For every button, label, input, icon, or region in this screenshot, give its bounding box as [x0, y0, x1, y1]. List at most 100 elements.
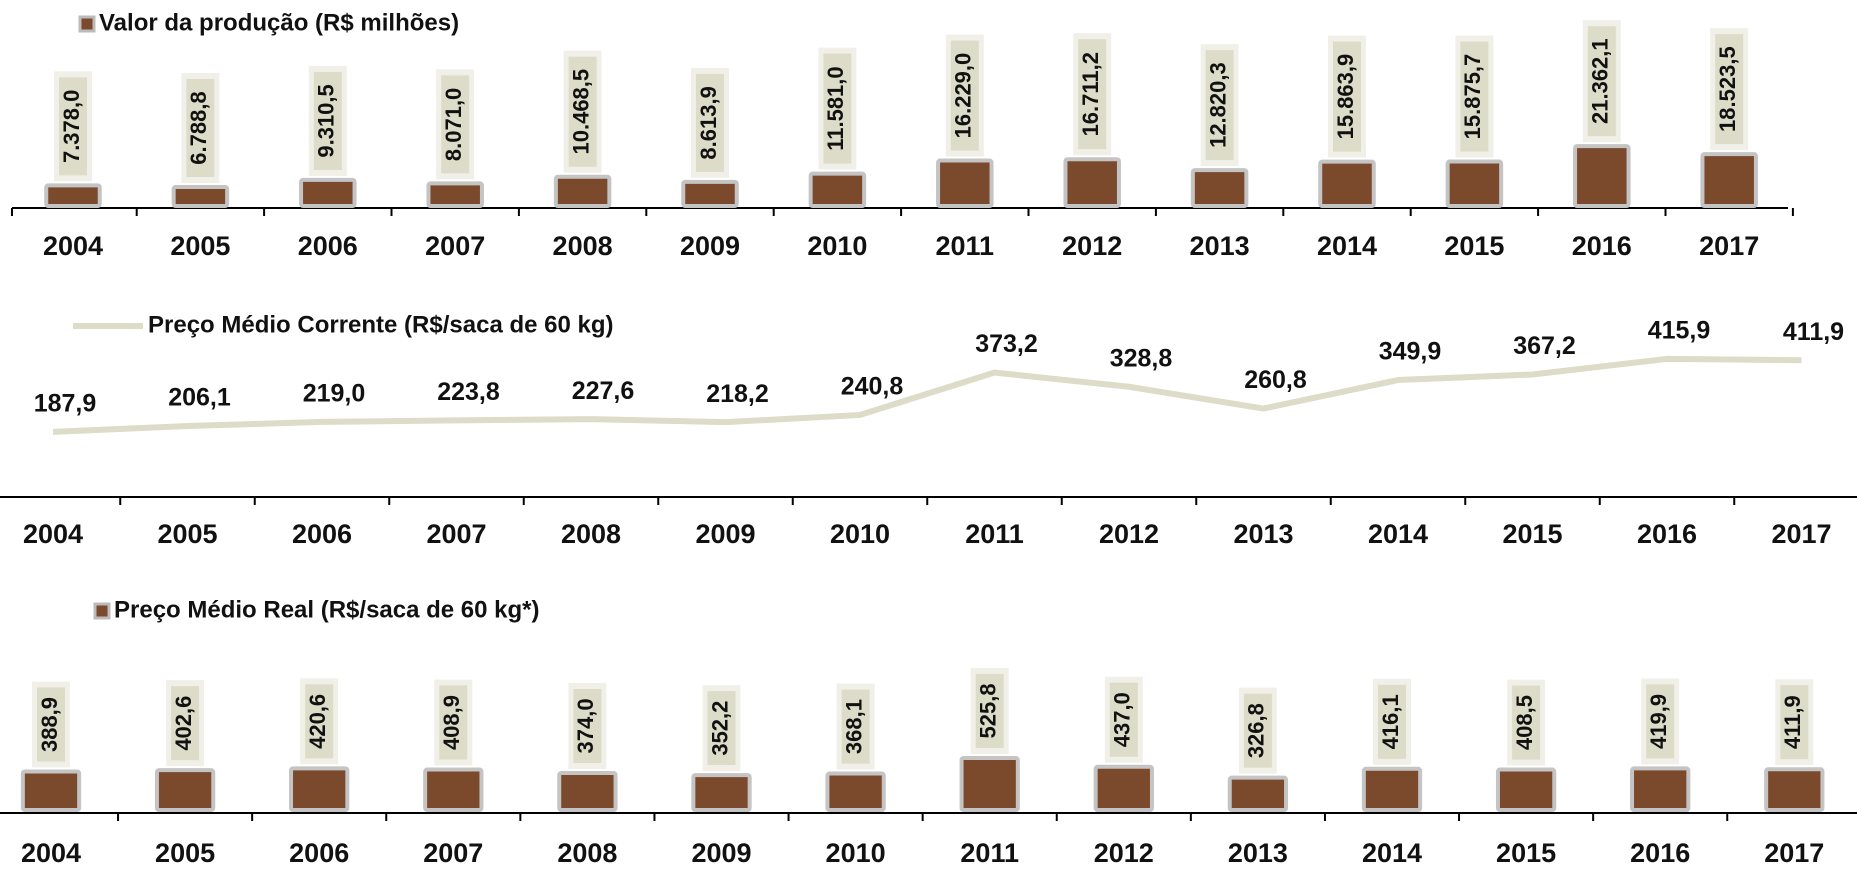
- x-tick-label: 2013: [1190, 231, 1250, 261]
- data-label: 8.613,9: [696, 86, 721, 159]
- data-label: 415,9: [1648, 317, 1711, 345]
- label-box: [171, 686, 200, 761]
- bar: [154, 768, 216, 812]
- x-tick-label: 2008: [561, 519, 621, 549]
- x-tick-label: 2011: [960, 838, 1019, 868]
- x-tick-label: 2014: [1362, 838, 1422, 868]
- data-label: 367,2: [1513, 332, 1576, 360]
- data-label: 402,6: [171, 696, 196, 751]
- bar: [20, 769, 82, 812]
- legend-marker: [78, 15, 96, 33]
- data-label: 240,8: [841, 373, 904, 401]
- label-box: [59, 77, 87, 176]
- x-tick-label: 2005: [170, 231, 230, 261]
- bar: [1190, 168, 1249, 209]
- x-tick-label: 2006: [292, 519, 352, 549]
- bar: [959, 755, 1020, 812]
- data-label: 260,8: [1244, 366, 1307, 394]
- bar: [1093, 764, 1154, 812]
- x-tick-label: 2012: [1062, 231, 1122, 261]
- x-tick-label: 2015: [1444, 231, 1504, 261]
- data-label: 223,8: [437, 378, 500, 406]
- x-tick-label: 2017: [1699, 231, 1759, 261]
- data-label: 187,9: [34, 389, 97, 417]
- bar: [423, 767, 484, 813]
- label-box: [439, 685, 468, 760]
- label-box: [186, 78, 215, 177]
- bar: [1318, 159, 1376, 209]
- label-box: [313, 71, 342, 170]
- label-box: [1205, 50, 1234, 161]
- bar: [171, 184, 230, 209]
- x-tick-label: 2010: [807, 231, 867, 261]
- x-tick-label: 2012: [1099, 519, 1159, 549]
- x-tick-label: 2009: [695, 519, 755, 549]
- label-box: [1243, 693, 1272, 768]
- label-box: [441, 75, 470, 174]
- label-box: [573, 688, 602, 763]
- data-label: 437,0: [1110, 692, 1135, 747]
- data-label: 219,0: [303, 380, 366, 408]
- bar: [289, 766, 350, 812]
- label-box: [823, 53, 852, 164]
- x-tick-label: 2007: [423, 838, 483, 868]
- bar: [557, 770, 618, 812]
- x-tick-label: 2005: [157, 519, 217, 549]
- label-box: [305, 684, 334, 759]
- x-tick-label: 2008: [557, 838, 617, 868]
- bar: [808, 171, 867, 208]
- bar: [44, 183, 102, 208]
- legend-marker: [93, 602, 111, 620]
- data-label: 328,8: [1110, 344, 1173, 372]
- bar: [553, 174, 612, 209]
- label-box: [696, 73, 724, 172]
- bar: [426, 181, 484, 208]
- data-label: 206,1: [168, 384, 231, 412]
- x-tick-label: 2009: [680, 231, 740, 261]
- label-box: [1333, 41, 1361, 152]
- data-label: 326,8: [1244, 703, 1269, 758]
- data-label: 12.820,3: [1205, 62, 1230, 148]
- data-label: 368,1: [841, 699, 866, 754]
- data-label: 349,9: [1379, 338, 1442, 366]
- bar: [1573, 144, 1631, 209]
- x-tick-label: 2016: [1630, 838, 1690, 868]
- label-box: [1109, 682, 1138, 757]
- label-box: [568, 56, 597, 167]
- x-tick-label: 2011: [965, 519, 1024, 549]
- bar: [1764, 767, 1825, 813]
- data-label: 408,5: [1512, 695, 1537, 750]
- label-box: [841, 689, 870, 764]
- data-label: 16.229,0: [951, 53, 976, 139]
- legend-label: Preço Médio Corrente (R$/saca de 60 kg): [148, 311, 614, 338]
- bar: [825, 771, 886, 813]
- label-box: [1078, 39, 1107, 150]
- x-tick-label: 2008: [553, 231, 613, 261]
- data-label: 388,9: [37, 697, 62, 752]
- line: [52, 355, 1802, 435]
- x-tick-label: 2013: [1233, 519, 1293, 549]
- x-tick-label: 2017: [1771, 519, 1831, 549]
- x-tick-label: 2015: [1502, 519, 1562, 549]
- x-tick-label: 2016: [1572, 231, 1632, 261]
- x-tick-label: 2009: [691, 838, 751, 868]
- x-tick-label: 2012: [1094, 838, 1154, 868]
- bar: [1227, 775, 1289, 812]
- bar: [1700, 152, 1758, 208]
- label-box: [1460, 41, 1489, 152]
- bar: [691, 773, 752, 813]
- x-tick-label: 2007: [425, 231, 485, 261]
- label-box: [1378, 684, 1406, 759]
- label-box: [1780, 685, 1809, 760]
- x-tick-label: 2006: [298, 231, 358, 261]
- label-box: [975, 673, 1004, 748]
- data-label: 419,9: [1646, 694, 1671, 749]
- x-tick-label: 2006: [289, 838, 349, 868]
- x-tick-label: 2011: [936, 231, 995, 261]
- bar: [1445, 159, 1504, 208]
- x-tick-label: 2004: [21, 838, 81, 868]
- label-box: [950, 40, 979, 151]
- data-label: 416,1: [1378, 694, 1403, 749]
